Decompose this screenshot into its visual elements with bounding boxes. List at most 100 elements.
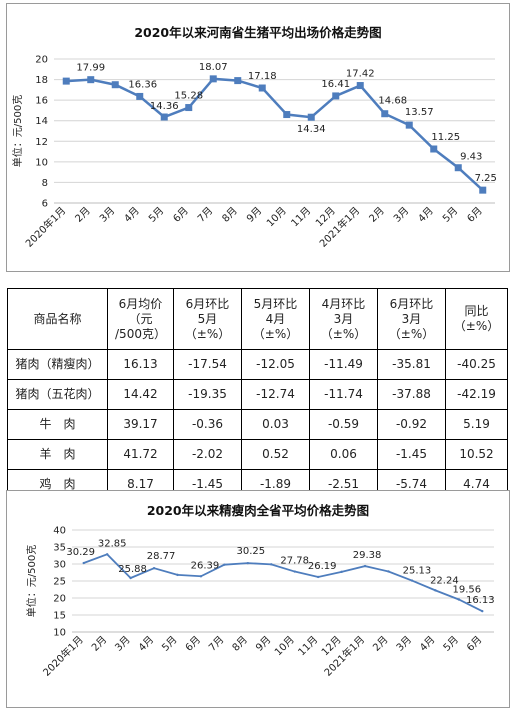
data-label: 17.18 [248,71,277,82]
x-tick-label: 2020年1月 [40,633,86,679]
series-line [83,553,483,612]
data-label: 25.88 [118,564,147,575]
data-point [209,75,217,83]
y-axis-label: 单位：元/500克 [11,95,24,167]
data-point [246,561,250,565]
lean-pork-chart-panel: 2020年以来精瘦肉全省平均价格走势图 单位：元/500克 10 15 20 25 30 35… [6,490,510,708]
x-tick-label: 6月 [464,634,484,654]
chart-title: 2020年以来河南省生猪平均出场价格走势图 [134,25,381,40]
y-tick-label: 6 [42,199,48,210]
table-cell: -0.92 [377,409,446,440]
header-text: 同比 [464,304,489,318]
header-text: （±%） [453,319,500,333]
table-cell: -0.36 [173,409,242,440]
data-label: 22.24 [430,575,459,586]
data-point [136,92,144,100]
table-header-cell: 6月均价 （元/500克） [107,288,174,350]
commodity-name-cell: 猪肉（五花肉） [7,379,108,410]
x-tick-label: 2月 [73,205,93,225]
header-text: （±%） [320,326,367,341]
table-row: 牛 肉 39.17 -0.36 0.03 -0.59 -0.92 5.19 [7,409,508,440]
data-point [481,609,484,613]
y-axis-label: 单位：元/500克 [25,545,38,617]
data-label: 25.13 [403,566,432,577]
x-tick-label: 3月 [391,205,411,225]
data-point [430,145,438,153]
data-point [387,570,390,573]
x-tick-label: 4月 [416,205,436,225]
data-label: 9.43 [460,152,482,163]
y-tick-label: 35 [53,543,66,554]
x-tick-label: 2月 [367,205,387,225]
data-point [82,561,85,565]
y-tick-label: 16 [35,96,48,107]
data-point [479,186,487,194]
commodity-name-cell: 猪肉（精瘦肉） [7,349,108,380]
x-tick-label: 10月 [264,205,289,230]
table-cell: -12.74 [241,379,310,410]
x-tick-label: 3月 [394,634,414,654]
data-point [293,570,296,573]
x-tick-label: 11月 [289,205,314,230]
header-text: 5月环比 [253,296,298,311]
data-label: 11.25 [431,132,460,143]
x-tick-label: 5月 [146,205,166,225]
data-point [176,573,179,577]
data-point [307,113,315,121]
table-cell: -0.59 [309,409,378,440]
data-label: 18.07 [199,62,228,73]
y-tick-label: 12 [35,137,48,148]
x-tick-label: 4月 [122,205,142,225]
header-text: 4月环比 [321,296,366,311]
data-point [410,579,414,582]
x-tick-label: 2020年1月 [23,204,69,250]
data-label: 16.41 [321,79,350,90]
data-point [105,553,109,556]
y-tick-label: 20 [53,594,66,605]
x-tick-label: 9月 [253,634,273,654]
table-header-cell: 4月环比 3月 （±%） [309,288,378,350]
data-point [62,77,70,85]
data-point [405,121,413,129]
x-tick-label: 8月 [230,634,250,654]
y-tick-label: 25 [53,577,66,588]
data-label: 32.85 [98,538,127,549]
data-point [457,598,461,601]
commodity-name-cell: 牛 肉 [7,409,108,440]
x-tick-label: 2月 [89,634,109,654]
x-tick-label: 7月 [206,634,226,654]
header-text: 6月均价 [118,296,163,311]
header-text: 3月 [333,311,354,326]
data-point [199,575,203,578]
data-label: 28.77 [147,551,176,562]
data-point [454,164,462,172]
table-cell: 16.13 [107,349,174,380]
y-tick-label: 30 [53,560,66,571]
table-header-cell: 6月环比 5月 （±%） [173,288,242,350]
table-cell: -17.54 [173,349,242,380]
data-label: 16.36 [128,79,157,90]
table-cell: -1.45 [377,439,446,470]
data-label: 15.28 [174,91,203,102]
data-label: 7.25 [475,173,497,184]
data-point [381,110,389,118]
header-text: 5月 [197,311,218,326]
x-tick-label: 6月 [171,205,191,225]
table-cell: -11.49 [309,349,378,380]
header-text: 6月环比 [185,296,230,311]
x-tick-label: 5月 [440,205,460,225]
table-header-cell: 同比 （±%） [445,288,508,350]
table-header-cell: 5月环比 4月 （±%） [241,288,310,350]
data-label: 14.68 [378,96,407,107]
data-point [258,84,266,92]
data-label: 14.36 [150,101,179,112]
x-tick-label: 11月 [296,634,321,659]
x-tick-label: 3月 [113,634,133,654]
table-row: 猪肉（精瘦肉） 16.13 -17.54 -12.05 -11.49 -35.81 -40.… [7,349,508,380]
data-point [316,575,320,579]
table-cell: 14.42 [107,379,174,410]
x-tick-label: 2月 [371,634,391,654]
header-text: （±%） [184,326,231,341]
